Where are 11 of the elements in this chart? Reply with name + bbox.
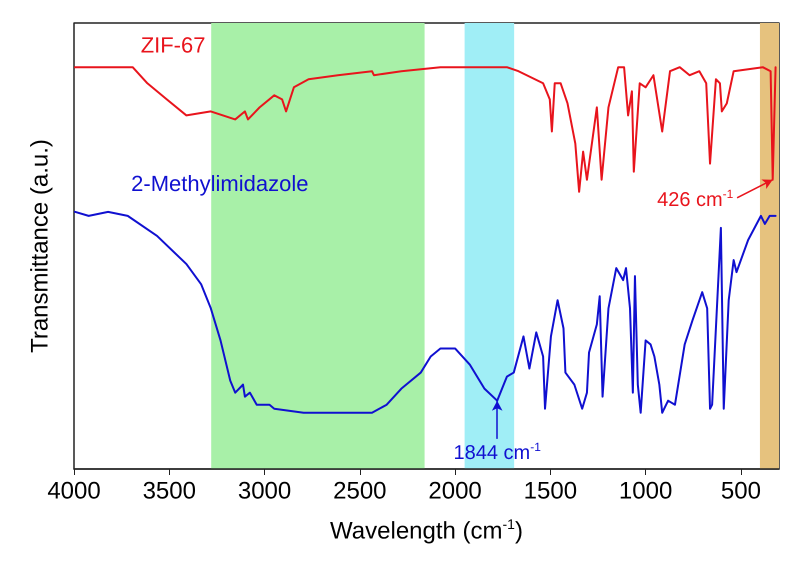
x-tick-label: 3500 [142, 478, 196, 504]
x-tick-label: 1000 [618, 478, 672, 504]
x-tick-label: 4000 [47, 478, 101, 504]
x-tick-label: 3000 [238, 478, 292, 504]
x-tick-label: 2000 [428, 478, 482, 504]
y-axis-title: Transmittance (a.u.) [26, 139, 54, 353]
series-label: ZIF-67 [140, 32, 206, 58]
series-label: 2-Methylimidazole [131, 171, 308, 196]
x-tick-label: 1500 [524, 478, 578, 504]
x-tick-label: 500 [720, 478, 761, 504]
x-tick-label: 2500 [333, 478, 387, 504]
